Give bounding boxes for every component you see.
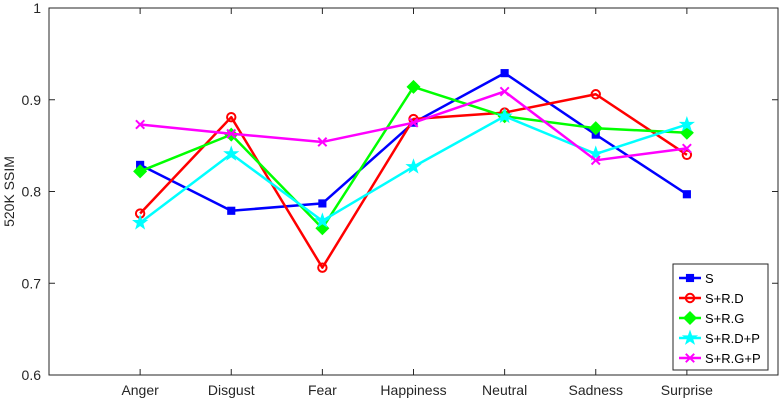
x-tick-label: Disgust [208, 382, 255, 398]
data-point [133, 164, 148, 179]
y-axis-label: 520K SSIM [1, 156, 17, 227]
data-point [135, 119, 146, 130]
marker-stroke [590, 155, 601, 166]
legend-item: S [679, 271, 714, 286]
data-point [226, 128, 237, 139]
y-tick-label: 0.8 [22, 184, 42, 200]
data-point [590, 89, 601, 100]
marker-stroke [408, 117, 419, 128]
y-tick-label: 0.9 [22, 92, 42, 108]
data-point [678, 115, 695, 132]
data-point [132, 214, 149, 230]
data-point [681, 149, 693, 161]
data-point [227, 206, 236, 215]
legend-item: S+R.D [679, 291, 744, 306]
legend-marker [684, 292, 696, 304]
data-point [499, 86, 510, 97]
legend-item: S+R.G+P [679, 351, 761, 366]
data-point [405, 158, 422, 174]
legend-item: S+R.D+P [679, 329, 760, 346]
y-axis: 0.6 0.7 0.8 0.9 1 [22, 0, 778, 383]
legend-marker [685, 273, 695, 283]
series-5 [135, 86, 692, 166]
marker-stroke [681, 143, 692, 154]
x-tick-label: Happiness [380, 382, 446, 398]
series-4 [132, 107, 695, 230]
data-point [681, 143, 692, 154]
legend-label: S+R.G [705, 311, 744, 326]
marker-stroke [135, 119, 146, 130]
legend-label: S [705, 271, 714, 286]
y-tick-label: 0.7 [22, 275, 42, 291]
data-point [317, 137, 328, 147]
legend-label: S+R.D [705, 291, 744, 306]
legend-marker [685, 353, 695, 363]
data-point [408, 117, 419, 128]
data-point [223, 145, 240, 161]
data-point [588, 121, 603, 136]
plot-border [48, 7, 779, 376]
data-point [590, 155, 601, 166]
legend-item: S+R.G [679, 310, 744, 326]
x-axis: Anger Disgust Fear Happiness Neutral Sadness S… [121, 8, 713, 398]
data-point [318, 199, 327, 208]
plot-area [48, 7, 779, 376]
y-tick-label: 1 [33, 0, 41, 16]
legend-label: S+R.G+P [705, 351, 761, 366]
data-point [587, 145, 604, 161]
legend: S S+R.D S+R.G S+R.D+P S+R.G+P [672, 263, 769, 371]
data-point [500, 69, 509, 78]
y-tick-label: 0.6 [22, 367, 42, 383]
series-line [139, 92, 688, 269]
marker-stroke [317, 137, 328, 147]
data-point [682, 190, 691, 199]
marker-stroke [685, 353, 695, 363]
data-point [406, 79, 421, 94]
marker-stroke [226, 128, 237, 139]
legend-label: S+R.D+P [705, 331, 760, 346]
data-point [496, 107, 513, 124]
data-point [314, 212, 331, 228]
data-point [226, 111, 237, 123]
x-tick-label: Sadness [569, 382, 623, 398]
data-point [317, 262, 328, 273]
legend-marker [682, 310, 698, 326]
legend-marker [681, 329, 699, 345]
series-layer [132, 69, 695, 273]
x-tick-label: Surprise [661, 382, 713, 398]
x-tick-label: Fear [308, 382, 337, 398]
x-tick-label: Anger [121, 382, 159, 398]
x-tick-label: Neutral [482, 382, 527, 398]
marker-stroke [499, 86, 510, 97]
